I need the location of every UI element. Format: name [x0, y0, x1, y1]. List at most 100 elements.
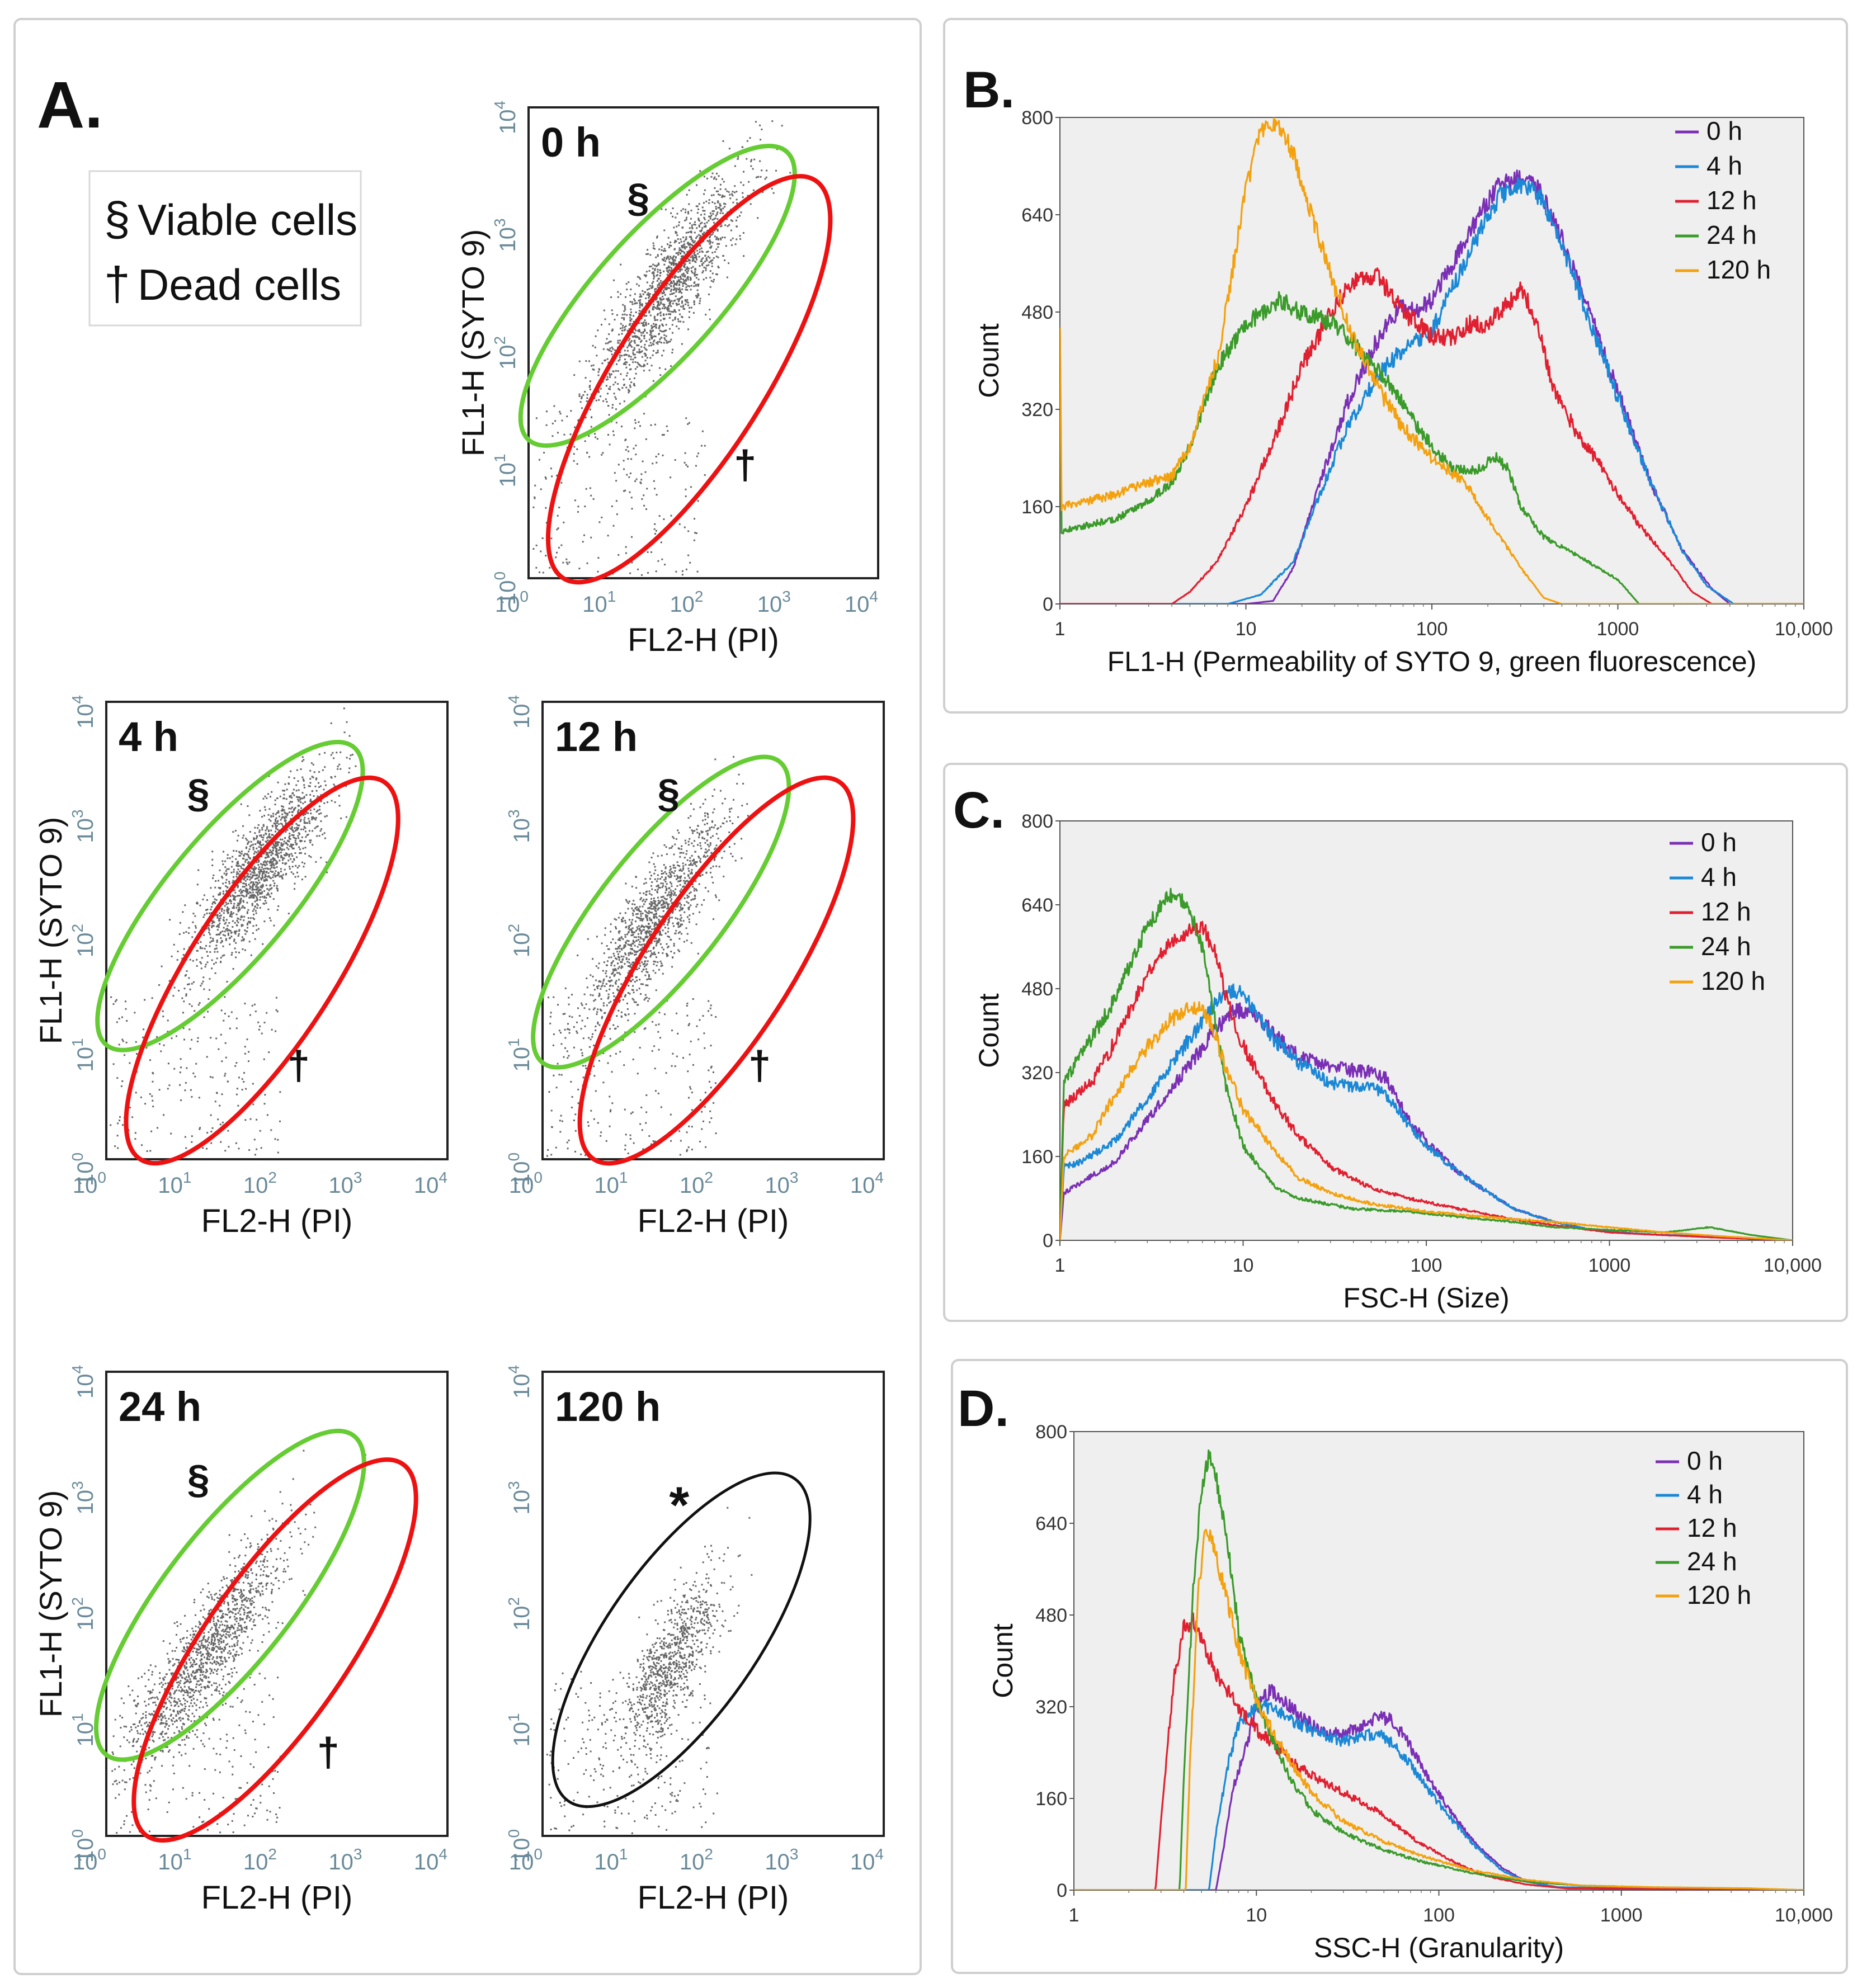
- legend-label-120-h: 120 h: [1687, 1580, 1751, 1609]
- y-tick-label: 103: [69, 1481, 98, 1514]
- time-label: 4 h: [119, 714, 178, 760]
- y-axis-label: FL1-H (SYTO 9): [33, 817, 68, 1045]
- y-tick-label: 480: [1021, 302, 1053, 323]
- x-tick-label: 101: [158, 1169, 191, 1198]
- x-axis-label: FL2-H (PI): [201, 1203, 353, 1239]
- x-tick-label: 101: [582, 588, 616, 617]
- viable-gate: [95, 740, 365, 1052]
- y-axis-label: FL1-H (SYTO 9): [455, 229, 491, 457]
- legend-label-4-h: 4 h: [1687, 1480, 1723, 1509]
- y-tick-label: 102: [69, 924, 98, 957]
- legend-label-120-h: 120 h: [1707, 255, 1771, 284]
- panel-label-a: A.: [37, 68, 103, 142]
- y-tick-label: 102: [69, 1597, 98, 1631]
- time-label: 0 h: [541, 119, 601, 166]
- scatter-plot-4-h: §†4 h100100101101102102103103104104FL2-H…: [33, 695, 449, 1239]
- total-gate: [551, 1471, 812, 1808]
- y-tick-label: 104: [69, 1365, 98, 1399]
- plot-frame: [541, 1371, 885, 1837]
- x-tick-label: 1000: [1588, 1255, 1631, 1276]
- scatter-plot-0-h: §†0 h100100101101102102103103104104FL2-H…: [455, 101, 879, 658]
- x-tick-label: 102: [680, 1845, 713, 1874]
- x-tick-label: 103: [328, 1169, 362, 1198]
- series-lines: [1060, 117, 1804, 604]
- y-tick-label: 102: [491, 336, 520, 370]
- y-tick-label: 800: [1021, 811, 1053, 832]
- viable-gate: [518, 143, 797, 448]
- x-axis-label: FSC-H (Size): [1343, 1282, 1509, 1314]
- y-tick-label: 101: [505, 1038, 534, 1071]
- y-tick-label: 100: [505, 1829, 534, 1863]
- y-axis-label: Count: [987, 1623, 1019, 1698]
- y-axis-label: FL1-H (SYTO 9): [33, 1490, 68, 1718]
- y-tick-label: 160: [1021, 497, 1053, 518]
- dead-gate-symbol: †: [287, 1043, 310, 1088]
- y-axis-label: Count: [973, 993, 1005, 1068]
- x-tick-label: 10,000: [1764, 1255, 1822, 1276]
- y-tick-label: 320: [1035, 1697, 1067, 1718]
- y-tick-label: 640: [1021, 895, 1053, 916]
- series-120-h: [1060, 1001, 1793, 1240]
- dead-gate: [545, 174, 833, 585]
- x-tick-label: 104: [845, 588, 878, 617]
- legend-label-0-h: 0 h: [1687, 1446, 1723, 1475]
- series-120-h: [1060, 117, 1804, 604]
- x-tick-label: 103: [765, 1169, 798, 1198]
- y-tick-label: 101: [505, 1713, 534, 1746]
- x-axis-label: FL2-H (PI): [628, 622, 779, 658]
- y-tick-label: 160: [1035, 1788, 1067, 1810]
- dead-gate-symbol: †: [734, 443, 756, 488]
- series-0-h: [1060, 169, 1804, 604]
- y-tick-label: 103: [69, 809, 98, 843]
- legend-label-24-h: 24 h: [1687, 1547, 1737, 1576]
- legend-label-120-h: 120 h: [1701, 966, 1765, 995]
- x-tick-label: 10,000: [1775, 618, 1833, 640]
- dead-gate: [124, 775, 400, 1166]
- y-tick-label: 103: [505, 809, 534, 843]
- x-tick-label: 103: [328, 1845, 362, 1874]
- y-tick-label: 104: [505, 695, 534, 729]
- x-tick-label: 1: [1055, 1255, 1066, 1276]
- x-tick-label: 100: [1416, 618, 1448, 640]
- histogram-c: 0 160 320 480 640 800 1 10 100 1000 10,000 0 h 4 h 12…: [973, 811, 1822, 1314]
- panel-label-d: D.: [958, 1380, 1009, 1437]
- x-tick-label: 1: [1069, 1905, 1080, 1926]
- x-axis-label: FL2-H (PI): [638, 1880, 789, 1916]
- y-tick-label: 0: [1043, 594, 1053, 615]
- plot-area: [1059, 117, 1804, 605]
- legend-box: [88, 170, 362, 327]
- y-tick-label: 103: [491, 218, 520, 252]
- y-tick-label: 100: [69, 1153, 98, 1186]
- y-tick-label: 800: [1035, 1422, 1067, 1443]
- legend-label-dead: Dead cells: [138, 260, 341, 309]
- panel-label-c: C.: [953, 782, 1005, 839]
- x-tick-label: 102: [670, 588, 703, 617]
- x-tick-label: 103: [757, 588, 791, 617]
- histogram-d: 0 160 320 480 640 800 1 10 100 1000 10,000 0 h 4 h 12…: [987, 1422, 1833, 1963]
- time-label: 120 h: [555, 1383, 661, 1430]
- x-tick-label: 10: [1246, 1905, 1267, 1926]
- y-tick-label: 103: [505, 1481, 534, 1514]
- legend-label-4-h: 4 h: [1701, 862, 1737, 891]
- series-12-h: [1060, 267, 1804, 604]
- y-tick-label: 320: [1021, 1063, 1053, 1084]
- series-lines: [1074, 1449, 1804, 1890]
- y-tick-label: 104: [491, 101, 520, 134]
- plot-area: [1059, 820, 1793, 1241]
- legend-label-24-h: 24 h: [1701, 932, 1751, 961]
- y-tick-label: 100: [491, 572, 520, 605]
- x-tick-label: 101: [158, 1845, 191, 1874]
- viable-gate: [93, 1428, 366, 1762]
- x-tick-label: 1000: [1600, 1905, 1643, 1926]
- dead-gate: [577, 775, 856, 1166]
- x-tick-label: 102: [243, 1169, 277, 1198]
- y-tick-label: 480: [1035, 1605, 1067, 1626]
- legend-label-4-h: 4 h: [1707, 151, 1742, 180]
- y-tick-label: 640: [1021, 205, 1053, 226]
- x-tick-label: 10: [1233, 1255, 1254, 1276]
- legend-label-12-h: 12 h: [1687, 1513, 1737, 1542]
- viable-gate-symbol: §: [657, 771, 680, 816]
- y-tick-label: 104: [69, 695, 98, 729]
- scatter-plot-24-h: §†24 h100100101101102102103103104104FL2-…: [33, 1365, 449, 1916]
